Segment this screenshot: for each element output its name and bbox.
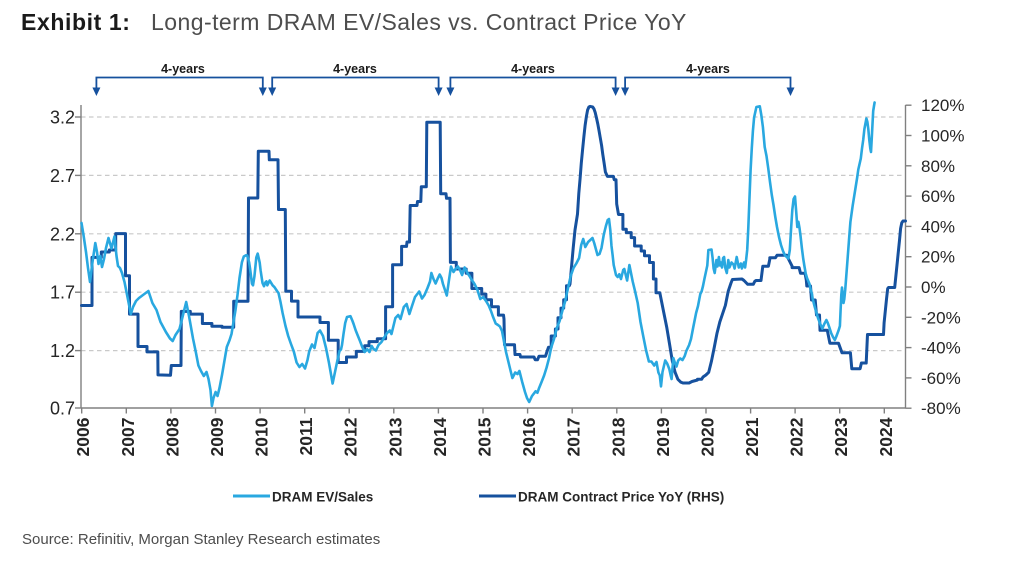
svg-text:2014: 2014: [430, 417, 450, 456]
svg-text:1.7: 1.7: [50, 283, 75, 303]
svg-text:3.2: 3.2: [50, 108, 75, 128]
svg-text:DRAM EV/Sales: DRAM EV/Sales: [272, 490, 373, 505]
svg-text:-20%: -20%: [921, 308, 961, 327]
svg-text:60%: 60%: [921, 187, 955, 206]
svg-text:2011: 2011: [296, 417, 316, 455]
svg-text:-60%: -60%: [921, 369, 961, 388]
svg-text:Exhibit 1:: Exhibit 1:: [21, 9, 131, 35]
svg-text:0%: 0%: [921, 278, 946, 297]
svg-text:2010: 2010: [252, 417, 272, 456]
svg-text:2007: 2007: [118, 418, 138, 457]
svg-text:2013: 2013: [385, 417, 405, 456]
svg-text:2019: 2019: [653, 417, 673, 456]
svg-text:-80%: -80%: [921, 399, 961, 418]
svg-text:0.7: 0.7: [50, 399, 75, 419]
svg-text:DRAM Contract Price YoY (RHS): DRAM Contract Price YoY (RHS): [518, 490, 724, 505]
svg-text:Long-term DRAM EV/Sales vs. Co: Long-term DRAM EV/Sales vs. Contract Pri…: [151, 9, 687, 35]
svg-text:2018: 2018: [608, 417, 628, 456]
svg-text:4-years: 4-years: [686, 62, 730, 76]
svg-text:100%: 100%: [921, 127, 964, 146]
svg-text:40%: 40%: [921, 217, 955, 236]
svg-text:2017: 2017: [564, 418, 584, 457]
svg-text:2021: 2021: [742, 417, 762, 456]
svg-text:4-years: 4-years: [333, 62, 377, 76]
svg-text:20%: 20%: [921, 248, 955, 267]
svg-text:2006: 2006: [73, 417, 93, 456]
svg-text:2016: 2016: [519, 417, 539, 456]
svg-text:2.2: 2.2: [50, 224, 75, 244]
svg-text:2023: 2023: [831, 417, 851, 456]
svg-text:2009: 2009: [207, 417, 227, 456]
svg-text:2020: 2020: [698, 417, 718, 456]
svg-text:2008: 2008: [162, 417, 182, 456]
svg-text:80%: 80%: [921, 157, 955, 176]
svg-text:2.7: 2.7: [50, 166, 75, 186]
svg-text:120%: 120%: [921, 96, 964, 115]
svg-text:2024: 2024: [876, 417, 896, 456]
svg-text:2012: 2012: [341, 417, 361, 456]
svg-text:2015: 2015: [475, 417, 495, 456]
svg-text:4-years: 4-years: [511, 62, 555, 76]
svg-text:2022: 2022: [787, 417, 807, 456]
svg-text:-40%: -40%: [921, 339, 961, 358]
svg-text:Source: Refinitiv, Morgan Stan: Source: Refinitiv, Morgan Stanley Resear…: [22, 531, 380, 548]
svg-text:4-years: 4-years: [161, 62, 205, 76]
svg-text:1.2: 1.2: [50, 341, 75, 361]
